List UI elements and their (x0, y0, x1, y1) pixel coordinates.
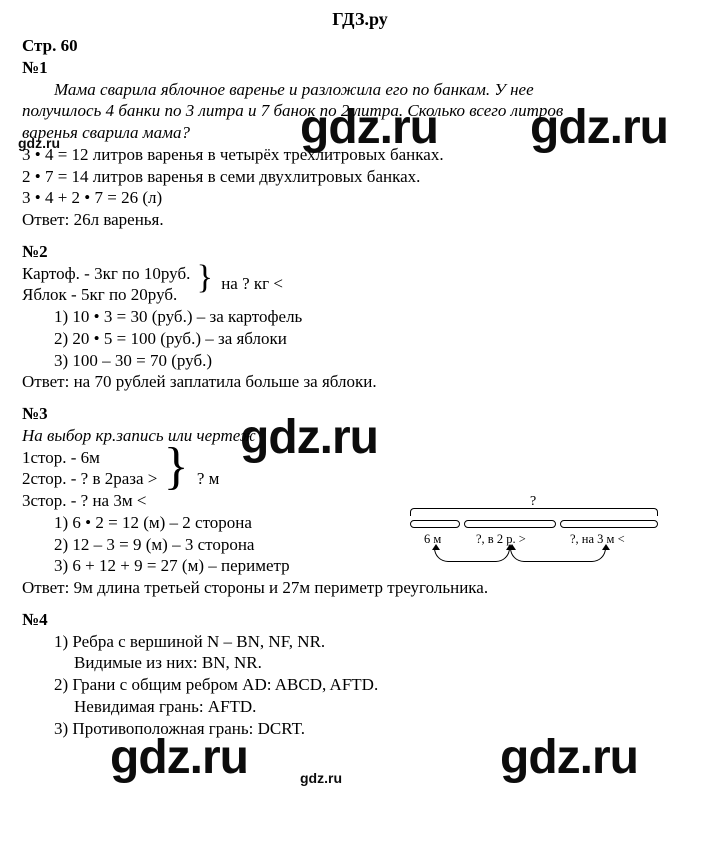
diagram-seg1 (410, 520, 460, 528)
task4-p2a: 2) Грани с общим ребром AD: ABCD, AFTD. (54, 674, 698, 696)
task1-line3: 3 • 4 + 2 • 7 = 26 (л) (22, 187, 698, 209)
task3-diagram: ? 6 м ?, в 2 р. > ?, на 3 м < (400, 496, 680, 576)
task1-line1: 3 • 4 = 12 литров варенья в четырёх трех… (22, 144, 698, 166)
task1-num: №1 (22, 57, 698, 79)
diagram-arc1 (434, 548, 510, 562)
task4-p2b: Невидимая грань: AFTD. (54, 696, 698, 718)
task1-problem-l2: получилось 4 банки по 3 литра и 7 банок … (22, 100, 698, 122)
diagram-seg3 (560, 520, 658, 528)
task2-row2: Яблок - 5кг по 20руб. (22, 284, 190, 306)
task4-p1b: Видимые из них: BN, NR. (54, 652, 698, 674)
task3-row1: 1стор. - 6м (22, 447, 157, 469)
task2-brace-label: на ? кг < (221, 273, 283, 295)
task3-note: На выбор кр.запись или чертеж (22, 425, 698, 447)
task2-num: №2 (22, 241, 698, 263)
diagram-label2: ?, в 2 р. > (476, 532, 526, 547)
task1-problem-l3: варенья сварила мама? (22, 122, 698, 144)
task2-step2: 2) 20 • 5 = 100 (руб.) – за яблоки (54, 328, 698, 350)
arrow-icon (602, 544, 610, 550)
task4-num: №4 (22, 609, 698, 631)
page-content: ГДЗ.ру Стр. 60 №1 Мама сварила яблочное … (0, 0, 720, 749)
task2-given: Картоф. - 3кг по 10руб. Яблок - 5кг по 2… (22, 263, 698, 307)
diagram-top-brace (410, 508, 658, 516)
task2-answer: Ответ: на 70 рублей заплатила больше за … (22, 371, 698, 393)
arrow-icon (508, 544, 516, 550)
task4-p1a: 1) Ребра с вершиной N – BN, NF, NR. (54, 631, 698, 653)
task3-brace-label: ? м (197, 468, 220, 490)
task3-row3: 3стор. - ? на 3м < (22, 490, 157, 512)
task1-problem-l1: Мама сварила яблочное варенье и разложил… (22, 79, 698, 101)
site-header: ГДЗ.ру (22, 8, 698, 31)
arrow-icon (432, 544, 440, 550)
task2-step1: 1) 10 • 3 = 30 (руб.) – за картофель (54, 306, 698, 328)
task2-row1: Картоф. - 3кг по 10руб. (22, 263, 190, 285)
task1-answer: Ответ: 26л варенья. (22, 209, 698, 231)
brace-icon: } (197, 259, 213, 296)
brace-icon: } (164, 438, 189, 495)
task3-answer: Ответ: 9м длина третьей стороны и 27м пе… (22, 577, 698, 599)
diagram-label3: ?, на 3 м < (570, 532, 625, 547)
task2-step3: 3) 100 – 30 = 70 (руб.) (54, 350, 698, 372)
diagram-arc2 (510, 548, 606, 562)
diagram-seg2 (464, 520, 556, 528)
task3-row2: 2стор. - ? в 2раза > (22, 468, 157, 490)
watermark-small: gdz.ru (300, 770, 342, 786)
page-ref: Стр. 60 (22, 35, 698, 57)
task1-line2: 2 • 7 = 14 литров варенья в семи двухлит… (22, 166, 698, 188)
task4-p3: 3) Противоположная грань: DCRT. (54, 718, 698, 740)
task3-num: №3 (22, 403, 698, 425)
